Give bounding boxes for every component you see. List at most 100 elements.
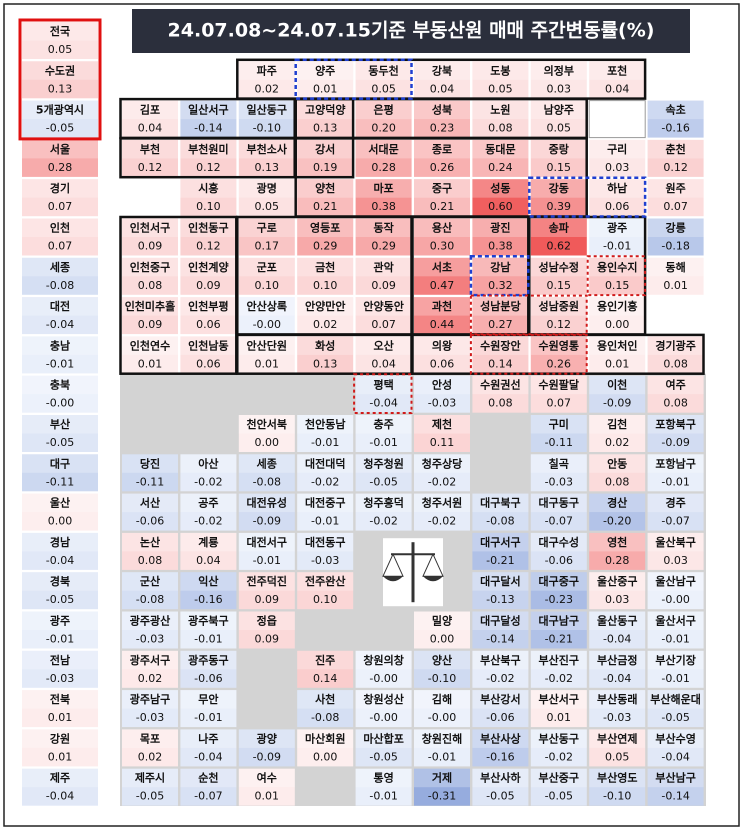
tile-bg xyxy=(180,650,237,688)
tile-bg xyxy=(589,139,646,177)
tile-value: -0.01 xyxy=(661,475,689,488)
tile-name: 광주서구 xyxy=(130,653,170,667)
tile-value: -0.21 xyxy=(545,633,573,646)
tile-bg xyxy=(589,690,646,728)
tile-head xyxy=(530,375,587,395)
tile-value: -0.05 xyxy=(545,790,573,803)
tile-head xyxy=(22,415,98,434)
tile: 청주상당 -0.02 xyxy=(414,454,470,492)
group-border xyxy=(294,58,413,100)
tile-bg xyxy=(180,100,237,138)
tile-value: 0.02 xyxy=(313,318,338,331)
tile-name: 제주시 xyxy=(135,771,165,785)
tile-head xyxy=(238,139,295,159)
tile-value: -0.03 xyxy=(311,554,339,567)
tile-name: 전북 xyxy=(50,692,70,706)
tile: 안산단원 0.01 xyxy=(238,336,295,374)
tile-bg xyxy=(589,650,646,688)
tile-bg xyxy=(122,729,178,767)
tile-bg xyxy=(180,179,237,217)
tile: 중구 0.21 xyxy=(414,179,470,217)
tile-bg xyxy=(238,100,295,138)
tile-value: -0.03 xyxy=(428,397,456,410)
tile-bg xyxy=(22,179,98,217)
tile-head xyxy=(414,61,470,80)
tile-name: 익산 xyxy=(198,574,218,588)
tile-name: 전주덕진 xyxy=(247,574,287,588)
tile-name: 양산 xyxy=(432,653,452,667)
tile-bg xyxy=(180,690,237,728)
tile: 은평 0.20 xyxy=(355,100,412,138)
group-border xyxy=(469,255,530,297)
tile-bg xyxy=(22,257,98,295)
tile: 울산동구 -0.04 xyxy=(589,611,646,649)
tile: 광주 -0.01 xyxy=(22,611,98,649)
tile-name: 성북 xyxy=(432,103,452,117)
tile-name: 대구남구 xyxy=(539,614,579,628)
tile-value: 0.01 xyxy=(547,711,572,724)
tile-name: 울산중구 xyxy=(597,574,637,588)
tile-bg xyxy=(22,375,98,413)
tile-value: -0.06 xyxy=(194,672,222,685)
tile-name: 대전중구 xyxy=(305,496,345,510)
tile-name: 부산중구 xyxy=(539,771,579,785)
tile-value: 0.02 xyxy=(138,750,163,763)
tile-value: -0.05 xyxy=(369,750,397,763)
tile: 안양만안 0.02 xyxy=(297,297,354,335)
tile-head xyxy=(180,336,237,355)
tile: 제주 -0.04 xyxy=(22,768,98,806)
tile-name: 경남 xyxy=(50,535,70,549)
tile-name: 전남 xyxy=(50,653,70,667)
tile-name: 김해 xyxy=(432,692,452,706)
tile: 강릉 -0.18 xyxy=(647,218,704,256)
tile-bg xyxy=(22,336,98,374)
tile-value: 0.07 xyxy=(371,318,396,331)
tile-value: -0.09 xyxy=(603,397,631,410)
tile-head xyxy=(355,650,412,670)
tile-head xyxy=(22,22,98,41)
tile-name: 광주북구 xyxy=(188,614,228,628)
tile-head xyxy=(297,336,354,355)
tile: 부천 0.12 xyxy=(122,139,178,177)
tile-value: -0.08 xyxy=(136,593,164,606)
tile: 대구달서 -0.13 xyxy=(472,572,529,610)
tile-value: -0.05 xyxy=(46,122,74,135)
tile-bg xyxy=(180,454,237,492)
tile-name: 인천서구 xyxy=(130,221,170,235)
tile-name: 경기광주 xyxy=(655,338,695,352)
tile-head xyxy=(122,336,178,355)
tile-value: 0.00 xyxy=(605,318,630,331)
tile-head xyxy=(355,297,412,316)
tile: 여수 0.01 xyxy=(238,768,295,806)
tile: 경산 -0.20 xyxy=(589,493,646,531)
tile-name: 구미 xyxy=(549,417,569,431)
tile-bg xyxy=(589,336,646,374)
tile-head xyxy=(472,650,529,670)
tile-bg xyxy=(297,100,354,138)
tile-value: -0.08 xyxy=(486,515,514,528)
tile-bg xyxy=(355,61,412,99)
tile-value: 0.14 xyxy=(313,672,338,685)
tile-head xyxy=(22,139,98,159)
tile: 수원영통 0.26 xyxy=(530,336,587,374)
tile: 정읍 0.09 xyxy=(238,611,295,649)
tile-name: 광진 xyxy=(490,221,510,235)
tile: 전국 0.05 xyxy=(22,22,98,59)
tile-bg xyxy=(647,611,704,649)
tile-head xyxy=(180,493,237,513)
tile-head xyxy=(180,768,237,788)
tile-head xyxy=(472,611,529,630)
tile-bg xyxy=(530,690,587,728)
tile-value: 0.21 xyxy=(313,200,338,213)
tile-value: 0.05 xyxy=(371,82,396,95)
tile-name: 나주 xyxy=(198,731,218,745)
tile: 광주북구 -0.01 xyxy=(180,611,237,649)
tile-value: 0.39 xyxy=(547,200,572,213)
tile-head xyxy=(530,650,587,670)
tile-head xyxy=(355,100,412,120)
tile-bg xyxy=(647,572,704,610)
tile-head xyxy=(22,375,98,395)
tile-head xyxy=(355,768,412,788)
tile-name: 성동 xyxy=(490,181,510,195)
tile: 당진 -0.11 xyxy=(122,454,178,492)
